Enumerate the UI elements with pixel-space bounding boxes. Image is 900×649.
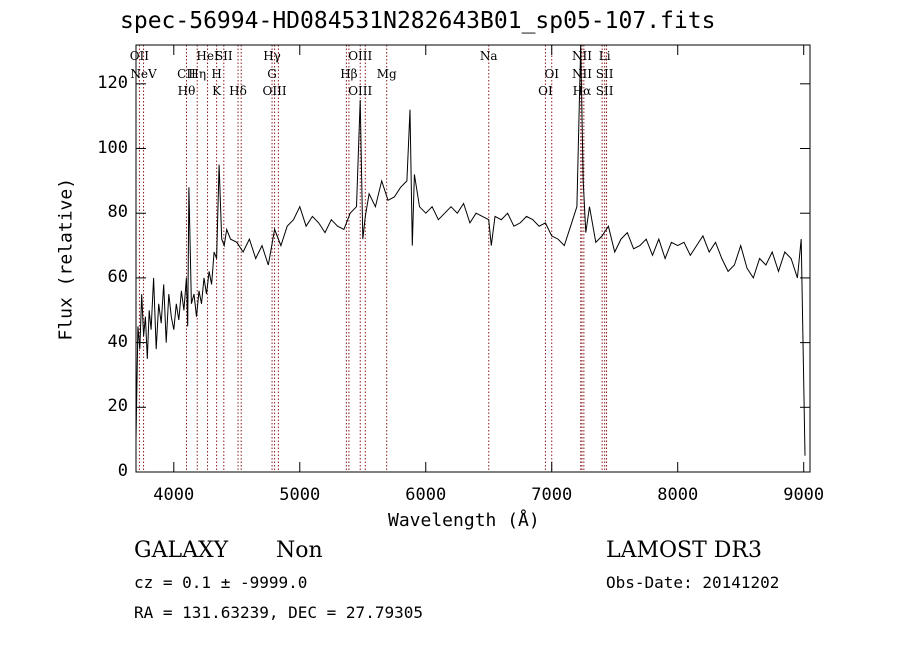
obs-date: Obs-Date: 20141202	[606, 573, 780, 592]
y-tick-label-40: 40	[107, 331, 128, 352]
x-tick-label-5000: 5000	[279, 485, 321, 505]
line-label-24: SII	[595, 67, 614, 81]
line-label-18: OI	[538, 84, 553, 98]
line-label-9: Hδ	[229, 84, 247, 98]
line-label-13: Hβ	[340, 67, 358, 81]
x-tick-label-6000: 6000	[405, 485, 447, 505]
y-tick-label-80: 80	[107, 202, 128, 223]
line-label-19: OI	[544, 67, 560, 81]
survey-name: LAMOST DR3	[606, 538, 762, 563]
object-subclass: Non	[276, 538, 323, 563]
x-tick-label-9000: 9000	[783, 485, 825, 505]
line-label-5: HeI	[196, 49, 219, 63]
line-label-0: OII	[129, 49, 150, 63]
line-label-8: SII	[214, 49, 233, 63]
object-class: GALAXY	[134, 538, 229, 563]
line-label-1: NeV	[130, 67, 157, 81]
line-label-23: Li	[598, 49, 611, 63]
redshift-readout: cz = 0.1 ± -9999.0	[134, 573, 308, 592]
line-label-4: Hη	[188, 67, 207, 81]
line-label-10: Hγ	[263, 49, 281, 63]
plot-frame	[135, 44, 811, 473]
y-tick-label-60: 60	[107, 266, 128, 287]
line-label-7: K	[212, 84, 222, 98]
line-label-15: OIII	[348, 84, 373, 98]
x-tick-label-7000: 7000	[531, 485, 573, 505]
y-tick-label-120: 120	[97, 72, 128, 93]
line-label-11: G	[267, 67, 277, 81]
coordinates-readout: RA = 131.63239, DEC = 27.79305	[134, 603, 423, 622]
y-tick-label-100: 100	[97, 137, 128, 158]
line-label-25: SII	[595, 84, 614, 98]
tick-group	[136, 45, 810, 473]
line-label-20: NII	[571, 49, 592, 63]
line-marker-group	[138, 45, 608, 472]
x-axis-label: Wavelength (Å)	[388, 510, 540, 531]
x-tick-label-4000: 4000	[153, 485, 195, 505]
flux-line	[135, 44, 806, 456]
line-label-14: OIII	[348, 49, 373, 63]
line-label-6: H	[211, 67, 222, 81]
line-label-17: Na	[479, 49, 498, 63]
line-label-2: CII	[177, 67, 196, 81]
y-tick-label-0: 0	[117, 461, 128, 481]
line-label-21: NII	[571, 67, 592, 81]
flux-curve-group	[135, 44, 806, 456]
line-label-3: Hθ	[177, 84, 196, 98]
line-label-16: Mg	[376, 67, 397, 81]
chart-title: spec-56994-HD084531N282643B01_sp05-107.f…	[120, 8, 716, 34]
line-label-22: Hα	[572, 84, 592, 98]
y-axis-label: Flux (relative)	[55, 177, 77, 341]
y-tick-label-20: 20	[107, 396, 128, 417]
line-label-12: OIII	[262, 84, 287, 98]
x-tick-label-8000: 8000	[657, 485, 699, 505]
